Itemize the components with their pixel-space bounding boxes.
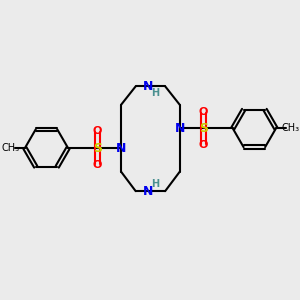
Text: O: O [199,140,208,150]
Text: N: N [116,142,126,154]
Text: H: H [151,88,159,98]
Text: N: N [175,122,185,135]
Text: H: H [151,179,159,189]
Text: O: O [93,126,102,136]
Text: S: S [199,122,208,135]
Text: S: S [93,142,102,154]
Text: O: O [93,160,102,170]
Text: O: O [199,107,208,117]
Text: N: N [143,185,154,198]
Text: CH₃: CH₃ [1,143,19,153]
Text: CH₃: CH₃ [282,123,300,134]
Text: N: N [143,80,154,93]
